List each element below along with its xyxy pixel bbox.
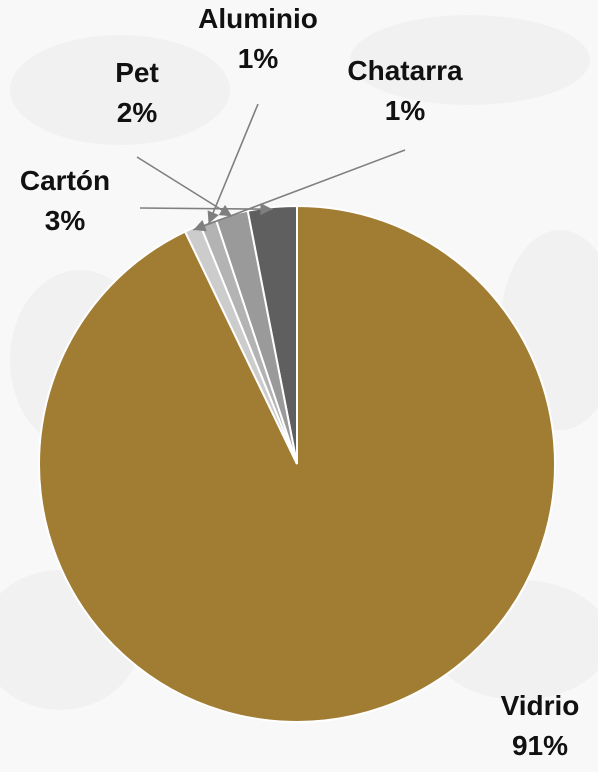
labels-group: Vidrio 91% Cartón 3% Pet 2% Aluminio 1% Chatarra… [20, 3, 580, 761]
category-label-vidrio: Vidrio [501, 690, 580, 721]
value-label-vidrio: 91% [512, 730, 568, 761]
slices-group [38, 204, 556, 723]
leader-line-aluminio [207, 103, 259, 225]
leader-arrow-pet [218, 204, 233, 217]
category-label-pet: Pet [115, 57, 159, 88]
value-label-chatarra: 1% [385, 95, 426, 126]
leader-arrow-aluminio [207, 210, 219, 224]
leader-arrow-carton [260, 203, 273, 216]
leader-arrow-chatarra [193, 220, 207, 232]
value-label-carton: 3% [45, 205, 86, 236]
value-label-pet: 2% [117, 97, 158, 128]
category-label-aluminio: Aluminio [198, 3, 318, 34]
value-label-aluminio: 1% [238, 43, 279, 74]
leader-lines-group [136, 103, 406, 232]
leader-line-chatarra [193, 149, 406, 231]
category-label-carton: Cartón [20, 165, 110, 196]
category-label-chatarra: Chatarra [347, 55, 463, 86]
